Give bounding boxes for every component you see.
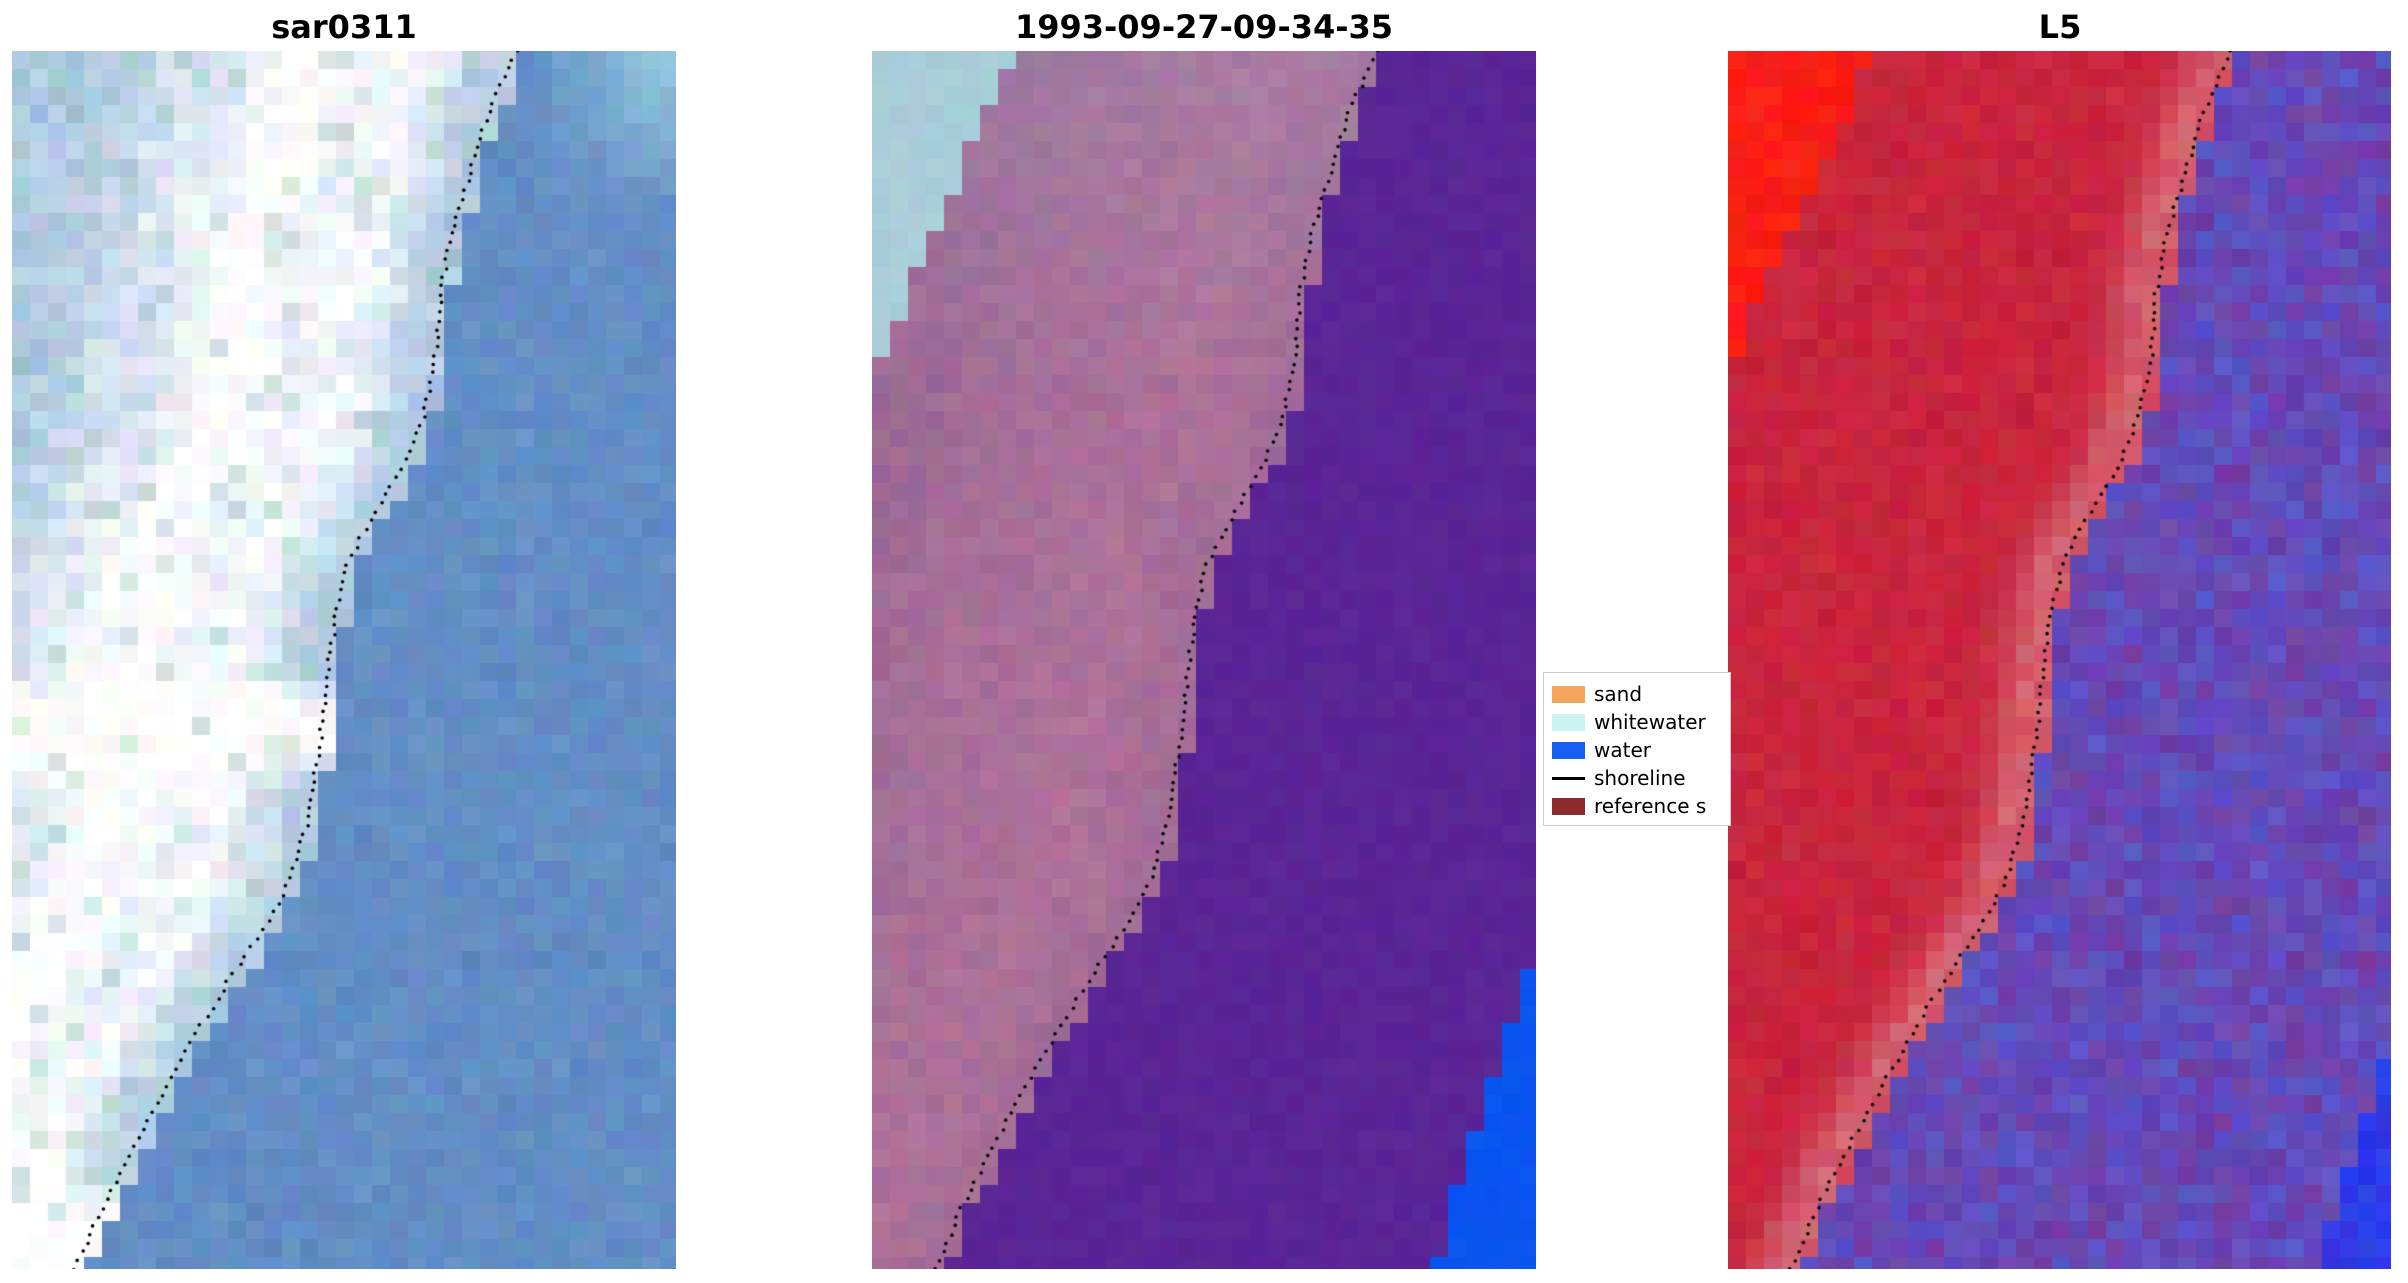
panel-title-date: 1993-09-27-09-34-35 (1014, 8, 1394, 46)
panel-image-classified (872, 51, 1536, 1269)
legend-swatch-sand (1552, 685, 1585, 703)
legend-item-water: water (1552, 736, 1730, 764)
legend: sand whitewater water shoreline referenc… (1543, 672, 1731, 826)
legend-line-shoreline (1552, 776, 1585, 780)
legend-item-whitewater: whitewater (1552, 708, 1730, 736)
legend-item-shoreline: shoreline (1552, 764, 1730, 792)
panel-classified (872, 51, 1536, 1269)
panel-title-sar0311: sar0311 (271, 8, 417, 46)
legend-item-reference-shoreline: reference s (1552, 792, 1730, 820)
legend-label-whitewater: whitewater (1594, 710, 1706, 734)
panel-title-l5: L5 (2038, 8, 2082, 46)
panel-image-l5 (1728, 51, 2391, 1269)
legend-item-sand: sand (1552, 680, 1730, 708)
legend-swatch-whitewater (1552, 713, 1585, 731)
legend-label-sand: sand (1594, 682, 1643, 706)
legend-label-water: water (1594, 738, 1651, 762)
legend-swatch-water (1552, 741, 1585, 759)
legend-swatch-reference-shoreline (1552, 797, 1585, 815)
panel-image-sar0311 (12, 51, 676, 1269)
panel-l5 (1728, 51, 2392, 1269)
legend-label-shoreline: shoreline (1594, 766, 1686, 790)
legend-label-reference-shoreline: reference s (1594, 794, 1707, 818)
panel-sar0311 (12, 51, 676, 1269)
